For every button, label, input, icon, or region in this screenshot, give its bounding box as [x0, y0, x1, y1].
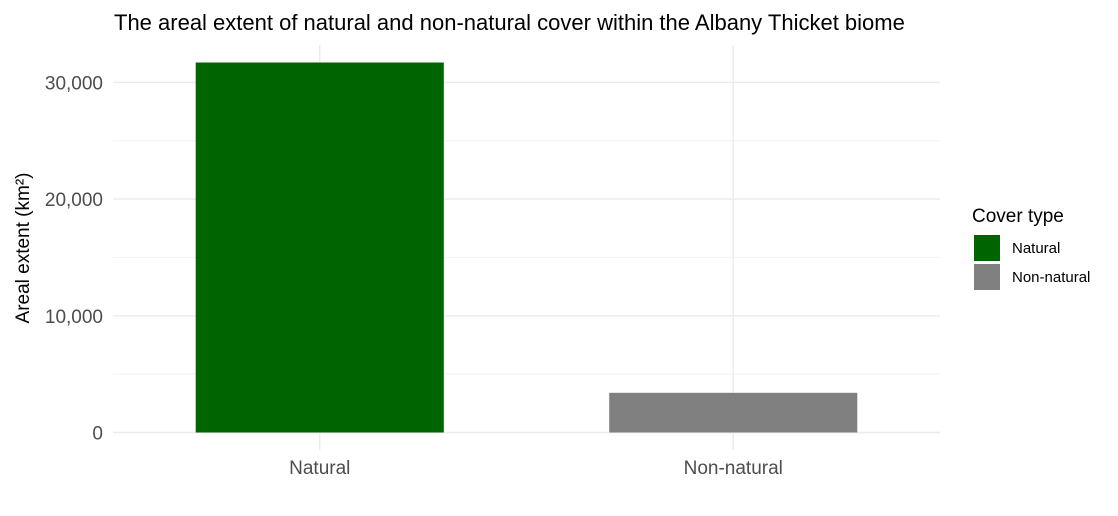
y-axis-title: Areal extent (km²)	[13, 173, 34, 324]
chart-title: The areal extent of natural and non-natu…	[114, 10, 905, 35]
bar-natural	[195, 62, 444, 433]
legend-swatch	[974, 235, 1000, 261]
y-tick-label: 20,000	[45, 190, 103, 211]
legend-label: Natural	[1012, 240, 1060, 257]
x-tick-label: Natural	[289, 458, 350, 479]
legend-swatch	[974, 264, 1000, 290]
bar-series	[195, 62, 858, 433]
x-axis-tick-labels: Natural Non-natural	[289, 458, 783, 479]
y-tick-label: 0	[92, 423, 103, 444]
bar-non-natural	[609, 392, 858, 433]
legend-label: Non-natural	[1012, 269, 1090, 286]
y-axis-tick-labels: 0 10,000 20,000 30,000	[45, 73, 103, 444]
y-tick-label: 10,000	[45, 307, 103, 328]
y-tick-label: 30,000	[45, 73, 103, 94]
legend: Cover type Natural Non-natural	[972, 206, 1090, 290]
legend-title: Cover type	[972, 206, 1064, 227]
x-tick-label: Non-natural	[684, 458, 783, 479]
